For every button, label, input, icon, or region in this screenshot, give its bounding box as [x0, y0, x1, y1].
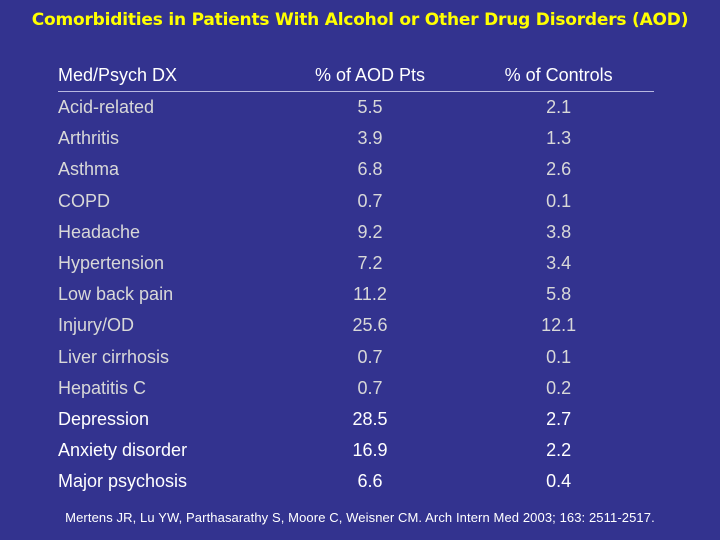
header-dx: Med/Psych DX	[58, 60, 277, 92]
cell-controls: 5.8	[546, 284, 572, 305]
cell-controls: 2.2	[546, 440, 572, 461]
cell-dx: Arthritis	[58, 128, 120, 149]
cell-controls: 0.4	[546, 471, 572, 492]
cell-controls: 2.7	[546, 408, 572, 429]
cell-dx: Depression	[58, 408, 150, 429]
table-header-row: Med/Psych DX % of AOD Pts % of Controls	[58, 60, 654, 92]
cell-controls: 2.1	[546, 97, 572, 118]
table-row: Liver cirrhosis 0.7 0.1	[58, 342, 654, 373]
cell-controls: 12.1	[541, 315, 577, 336]
cell-aod: 5.5	[357, 97, 383, 118]
cell-controls: 3.4	[546, 253, 572, 274]
table-row: Anxiety disorder 16.9 2.2	[58, 435, 654, 466]
table-row: Low back pain 11.2 5.8	[58, 279, 654, 310]
citation: Mertens JR, Lu YW, Parthasarathy S, Moor…	[65, 510, 655, 525]
cell-aod: 3.9	[357, 128, 383, 149]
cell-aod: 0.7	[357, 377, 383, 398]
header-aod: % of AOD Pts	[276, 60, 464, 92]
cell-aod: 16.9	[352, 440, 388, 461]
slide-title: Comorbidities in Patients With Alcohol o…	[31, 10, 689, 30]
table-row: COPD 0.7 0.1	[58, 186, 654, 217]
cell-controls: 0.1	[546, 190, 572, 211]
cell-aod: 9.2	[357, 221, 383, 242]
cell-dx: Asthma	[58, 159, 120, 180]
cell-aod: 0.7	[357, 346, 383, 367]
cell-controls: 2.6	[546, 159, 572, 180]
cell-aod: 25.6	[352, 315, 388, 336]
cell-controls: 0.1	[546, 346, 572, 367]
table-row: Acid-related 5.5 2.1	[58, 92, 654, 124]
cell-dx: Hepatitis C	[58, 377, 147, 398]
table-row: Major psychosis 6.6 0.4	[58, 466, 654, 497]
cell-controls: 0.2	[546, 377, 572, 398]
table-row: Asthma 6.8 2.6	[58, 154, 654, 185]
table-row: Arthritis 3.9 1.3	[58, 123, 654, 154]
cell-controls: 1.3	[546, 128, 572, 149]
cell-aod: 11.2	[353, 284, 387, 305]
cell-dx: Hypertension	[58, 253, 165, 274]
cell-dx: Injury/OD	[58, 315, 135, 336]
table-row: Depression 28.5 2.7	[58, 404, 654, 435]
cell-aod: 6.8	[357, 159, 383, 180]
table-row: Headache 9.2 3.8	[58, 217, 654, 248]
cell-dx: Acid-related	[58, 97, 155, 118]
table-row: Injury/OD 25.6 12.1	[58, 310, 654, 341]
table-row: Hypertension 7.2 3.4	[58, 248, 654, 279]
table-row: Hepatitis C 0.7 0.2	[58, 373, 654, 404]
cell-controls: 3.8	[546, 221, 572, 242]
comorbidity-table: Med/Psych DX % of AOD Pts % of Controls …	[58, 60, 654, 497]
cell-aod: 7.2	[357, 253, 383, 274]
cell-dx: Anxiety disorder	[58, 440, 188, 461]
cell-dx: Headache	[58, 221, 141, 242]
cell-dx: COPD	[58, 190, 111, 211]
cell-aod: 0.7	[357, 190, 383, 211]
cell-dx: Major psychosis	[58, 471, 188, 492]
cell-aod: 6.6	[357, 471, 383, 492]
cell-aod: 28.5	[352, 408, 388, 429]
cell-dx: Low back pain	[58, 284, 174, 305]
cell-dx: Liver cirrhosis	[58, 346, 170, 367]
header-controls: % of Controls	[463, 60, 654, 92]
